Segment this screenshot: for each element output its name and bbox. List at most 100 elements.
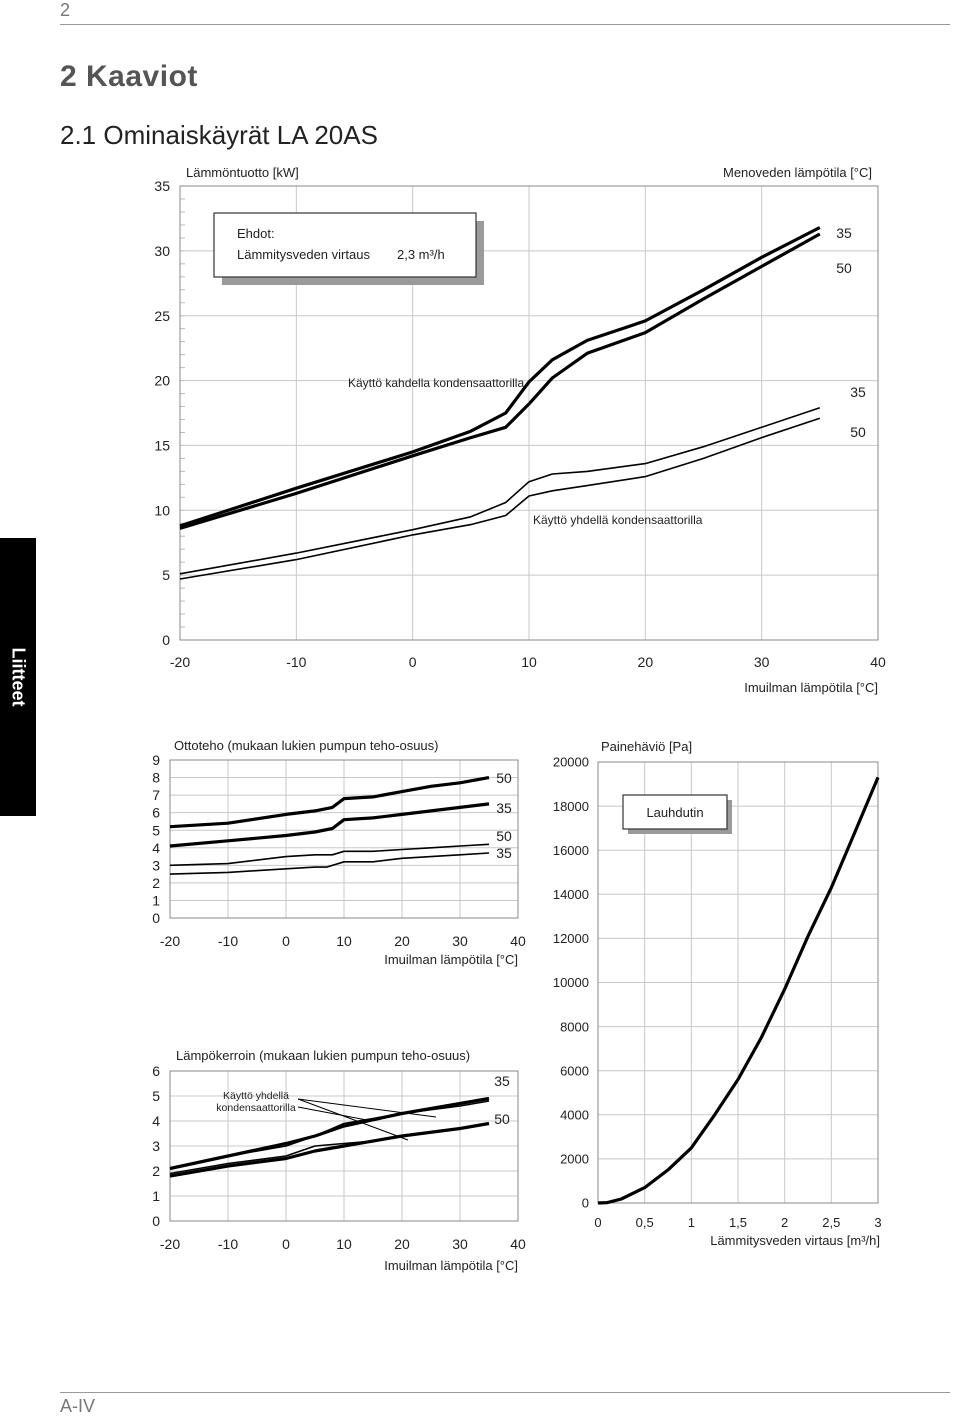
x-tick-label: 2 [781, 1215, 788, 1230]
y-tick-label: 20000 [553, 755, 589, 770]
y-tick-label: 25 [154, 308, 170, 324]
y-tick-label: 6000 [560, 1063, 589, 1078]
page-footer: A-IV [60, 1396, 96, 1416]
x-tick-label: 20 [394, 933, 410, 949]
y-tick-label: 10000 [553, 975, 589, 990]
x-tick-label: 1,5 [729, 1215, 747, 1230]
y-tick-label: 12000 [553, 931, 589, 946]
y-tick-label: 20 [154, 373, 170, 389]
annotation-leader [297, 1098, 409, 1141]
header-rule [60, 24, 950, 25]
pressure-loss-series-line-0 [597, 776, 880, 1205]
power-input-series-line-2 [169, 843, 490, 867]
x-tick-label: 30 [754, 654, 770, 670]
x-tick-label: -10 [286, 654, 306, 670]
power-input-series-line-3 [169, 852, 490, 875]
series-label: 35 [496, 845, 512, 861]
x-tick-label: 20 [638, 654, 654, 670]
y-tick-label: 5 [162, 567, 170, 583]
heat-output-series-line-1 [179, 232, 821, 530]
heat-output-series-line-2 [179, 407, 821, 575]
x-tick-label: 0,5 [636, 1215, 654, 1230]
y-tick-label: 1 [152, 892, 160, 908]
series-label: 50 [496, 828, 512, 844]
x-tick-label: 20 [394, 1236, 410, 1252]
chart-title: Painehäviö [Pa] [601, 739, 692, 754]
chart-title: Ottoteho (mukaan lukien pumpun teho-osuu… [174, 738, 439, 753]
x-tick-label: -20 [160, 1236, 180, 1252]
y-tick-label: 8000 [560, 1019, 589, 1034]
y-tick-label: 2 [152, 1163, 160, 1179]
series-label: 50 [494, 1111, 510, 1127]
series-label: 35 [836, 225, 852, 241]
conditions-box [213, 212, 477, 278]
x-tick-label: 30 [452, 933, 468, 949]
footer-rule [60, 1392, 950, 1393]
y-tick-label: 0 [152, 1213, 160, 1229]
x-tick-label: 1 [688, 1215, 695, 1230]
plot-area-frame [169, 759, 519, 919]
x-tick-label: 40 [510, 1236, 526, 1252]
x-axis-label: Imuilman lämpötila [°C] [744, 680, 878, 695]
series-label: 35 [496, 800, 512, 816]
y-tick-label: 14000 [553, 887, 589, 902]
x-tick-label: 30 [452, 1236, 468, 1252]
y-tick-label: 2000 [560, 1152, 589, 1167]
y-tick-label: 5 [152, 1088, 160, 1104]
x-tick-label: 0 [594, 1215, 601, 1230]
x-tick-label: -20 [160, 933, 180, 949]
x-axis-label: Imuilman lämpötila [°C] [384, 952, 518, 967]
cop-series-line-3 [169, 1122, 490, 1175]
power-input-series-line-1 [169, 802, 490, 848]
annotation-line-2: kondensaattorilla [216, 1102, 296, 1114]
y-tick-label: 7 [152, 787, 160, 803]
x-axis-label: Lämmitysveden virtaus [m³/h] [710, 1233, 880, 1248]
y-tick-label: 0 [162, 632, 170, 648]
y-tick-label: 4 [152, 1113, 160, 1129]
y-tick-label: 3 [152, 1138, 160, 1154]
annotation-leader [297, 1106, 373, 1122]
series-label: 50 [836, 260, 852, 276]
annotation-one-condenser: Käyttö yhdellä kondensaattorilla [533, 513, 703, 527]
x-tick-label: -10 [218, 1236, 238, 1252]
legend-box [622, 794, 728, 830]
plot-area-frame [597, 761, 879, 1204]
x-tick-label: 0 [282, 1236, 290, 1252]
y-tick-label: 3 [152, 857, 160, 873]
series-label: 35 [850, 384, 866, 400]
y-tick-label: 6 [152, 1063, 160, 1079]
y-tick-label: 16000 [553, 843, 589, 858]
side-tab[interactable]: Liitteet [0, 538, 36, 816]
series-label: 35 [494, 1073, 510, 1089]
y-tick-label: 4000 [560, 1107, 589, 1122]
power-input-series-line-0 [169, 776, 490, 829]
legend-label: Lauhdutin [646, 805, 703, 820]
series-label: 50 [496, 770, 512, 786]
chart-title: Lämmöntuotto [kW] [186, 165, 299, 180]
x-tick-label: 3 [874, 1215, 881, 1230]
chapter-title: 2 Kaaviot [60, 60, 198, 93]
y-tick-label: 4 [152, 840, 160, 856]
x-tick-label: -20 [170, 654, 190, 670]
y-tick-label: 2 [152, 875, 160, 891]
section-title: 2.1 Ominaiskäyrät LA 20AS [60, 120, 378, 150]
plot-area-frame [169, 1070, 519, 1222]
annotation-line-1: Käyttö yhdellä [223, 1090, 289, 1102]
y-tick-label: 35 [154, 178, 170, 194]
conditions-heading: Ehdot: [237, 226, 275, 241]
x-tick-label: 40 [510, 933, 526, 949]
annotation-two-condensers: Käyttö kahdella kondensaattorilla [348, 376, 524, 390]
y-tick-label: 18000 [553, 799, 589, 814]
x-tick-label: 10 [336, 933, 352, 949]
y-tick-label: 1 [152, 1188, 160, 1204]
y-tick-label: 10 [154, 502, 170, 518]
x-tick-label: 40 [870, 654, 886, 670]
x-axis-label: Imuilman lämpötila [°C] [384, 1258, 518, 1273]
heat-output-series-line-0 [179, 226, 821, 528]
y-tick-label: 15 [154, 437, 170, 453]
y-tick-label: 6 [152, 805, 160, 821]
conditions-value: 2,3 m³/h [397, 247, 445, 262]
plot-area-frame [179, 185, 879, 641]
x-tick-label: 0 [282, 933, 290, 949]
